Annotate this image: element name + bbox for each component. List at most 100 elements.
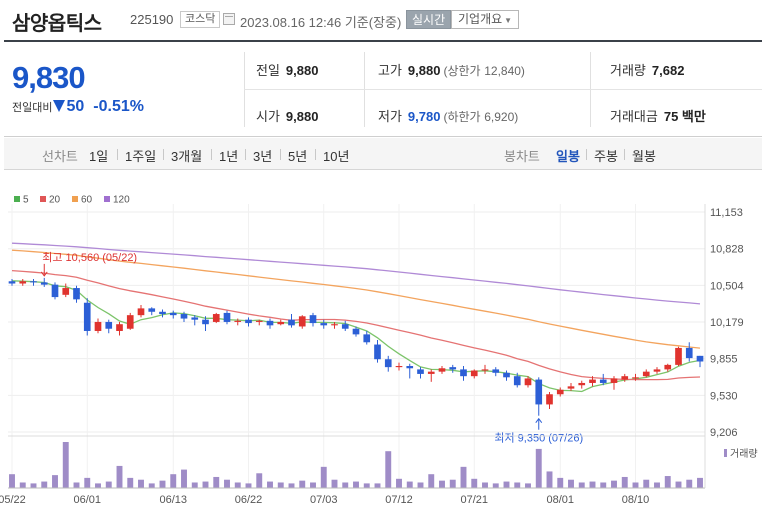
upper-limit-label: (상한가 (443, 64, 481, 78)
tab-1day[interactable]: 1일 (89, 149, 109, 164)
candle-body (341, 324, 349, 329)
volume-bar (503, 481, 510, 488)
x-tick-label: 08/01 (546, 494, 574, 506)
candle-body (212, 314, 220, 322)
volume-bar (127, 477, 134, 488)
volume-bar (363, 483, 370, 488)
tab-weekly[interactable]: 주봉 (594, 149, 618, 164)
x-tick-label: 07/12 (385, 494, 413, 506)
moving-average-ma120 (11, 242, 701, 305)
change-value: 50 (66, 98, 85, 115)
volume-bar (116, 465, 123, 488)
volume-bar (267, 481, 273, 488)
candle-body (159, 311, 166, 315)
volume-value: 7,682 (651, 63, 685, 78)
volume-bar (492, 483, 499, 488)
change-row: 전일대비 50 -0.51% (12, 98, 144, 116)
candle-body (8, 281, 16, 284)
candle-body (567, 386, 575, 389)
y-tick-label: 10,504 (710, 280, 744, 292)
tab-divider (586, 149, 587, 160)
prev-close-value: 9,880 (285, 63, 319, 78)
tab-divider (624, 149, 625, 160)
volume-bar (331, 479, 338, 488)
max-annotation: 최고 10,560 (05/22) (42, 251, 137, 264)
volume-bar (170, 474, 177, 488)
company-overview-button[interactable]: 기업개요 ▼ (451, 10, 520, 29)
volume-bar (342, 482, 349, 488)
legend-label-120: 120 (113, 195, 130, 206)
volume-bar (62, 442, 69, 488)
prev-close-label: 전일 (256, 63, 280, 78)
volume-bar (41, 481, 48, 488)
candle-body (191, 317, 199, 320)
x-tick-label: 06/01 (73, 494, 101, 506)
volume-bar (138, 479, 144, 488)
tab-1week[interactable]: 1주일 (125, 149, 157, 164)
tab-1year[interactable]: 1년 (219, 149, 239, 164)
divider (244, 89, 762, 90)
volume-bar (396, 478, 402, 488)
legend-swatch-120 (104, 196, 110, 202)
stock-header: 삼양옵틱스 225190 코스닥 2023.08.16 12:46 기준(장중)… (0, 0, 762, 38)
volume-bar (73, 482, 80, 488)
lower-limit-label: (하한가 (443, 110, 481, 124)
candle-body (245, 319, 252, 324)
volume-bar (535, 448, 542, 488)
candle-body (137, 308, 145, 316)
tab-5year[interactable]: 5년 (288, 149, 308, 164)
volume-bar (234, 482, 241, 488)
x-tick-label: 08/10 (622, 494, 650, 506)
chart-legend: 5 20 60 120 (14, 195, 130, 206)
low-price-label: 저가 (378, 109, 402, 124)
market-badge: 코스닥 (180, 11, 221, 28)
legend-label-20: 20 (49, 195, 61, 206)
candle-body (83, 302, 91, 331)
candle-body (180, 314, 188, 319)
volume-bar (471, 478, 478, 488)
high-price-value: 9,880 (407, 63, 441, 78)
candle-body (352, 328, 360, 335)
tab-daily[interactable]: 일봉 (556, 149, 580, 164)
volume-legend-swatch (724, 449, 727, 457)
change-label: 전일대비 (12, 102, 53, 114)
candle-body (223, 312, 231, 322)
candle-body (309, 315, 317, 324)
volume-bar (159, 480, 166, 488)
volume-bar (589, 481, 596, 488)
high-price: 고가 9,880 (상한가 12,840) (378, 60, 525, 79)
volume-bar (9, 474, 15, 488)
tab-3month[interactable]: 3개월 (171, 149, 203, 164)
volume-bar (181, 469, 187, 488)
candle-body (30, 281, 37, 283)
candle-body (51, 284, 59, 298)
volume-bar (621, 476, 628, 488)
candle-body (105, 321, 113, 329)
candle-body (610, 378, 618, 383)
candle-body (492, 369, 500, 373)
candle-body (116, 324, 123, 331)
volume-bar (84, 477, 91, 488)
volume-bar (105, 481, 112, 488)
trade-amount-label: 거래대금 (610, 109, 658, 124)
candle-body (277, 321, 285, 325)
tab-monthly[interactable]: 월봉 (632, 149, 656, 164)
candle-body (363, 334, 371, 343)
stock-code: 225190 (130, 12, 174, 27)
volume-bar (482, 482, 488, 488)
realtime-button[interactable]: 실시간 (406, 10, 452, 29)
candle-body (621, 376, 629, 380)
current-price: 9,830 (12, 60, 86, 95)
x-tick-label: 07/03 (310, 494, 338, 506)
company-overview-label: 기업개요 (458, 12, 503, 26)
y-tick-label: 9,855 (710, 354, 738, 366)
candle-body (556, 389, 564, 395)
candle-body (664, 364, 672, 370)
volume-bar (686, 479, 693, 488)
tab-3year[interactable]: 3년 (253, 149, 273, 164)
volume-bar (514, 482, 521, 488)
volume-bar (406, 481, 413, 488)
stock-name: 삼양옵틱스 (12, 13, 102, 35)
tab-10year[interactable]: 10년 (323, 149, 350, 164)
volume-bar (353, 481, 359, 488)
